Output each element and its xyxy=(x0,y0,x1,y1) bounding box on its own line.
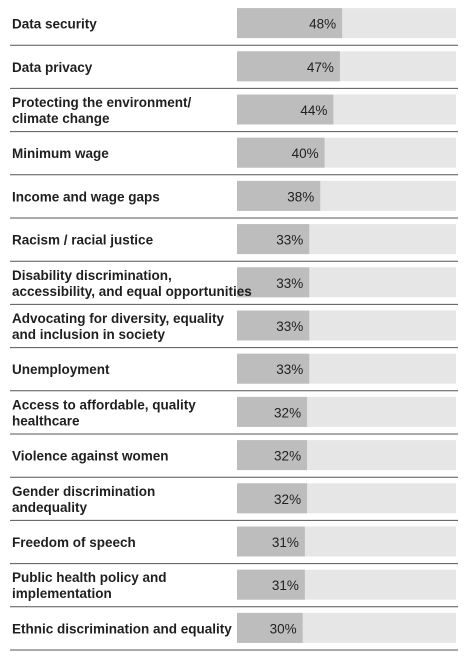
bar-value-label: 33% xyxy=(276,276,303,291)
bar xyxy=(237,440,308,471)
chart-row: 32% Gender discrimination andequality xyxy=(10,483,458,521)
chart-rows: 48% Data security 47% Data privacy 44% Protec… xyxy=(10,8,458,651)
category-label: Public health policy and implementation xyxy=(12,570,167,601)
bar-value-label: 40% xyxy=(292,146,319,161)
bar-value-label: 38% xyxy=(287,189,314,204)
bar xyxy=(237,137,325,168)
bar xyxy=(237,180,321,211)
category-label: Minimum wage xyxy=(12,146,109,161)
category-label-line: andequality xyxy=(12,500,88,515)
bar xyxy=(237,8,343,39)
chart-row: 44% Protecting the environment/climate ch… xyxy=(10,94,458,133)
bar xyxy=(237,51,340,82)
bar-value-label: 47% xyxy=(307,60,334,75)
chart-row: 31% Public health policy and implementatio… xyxy=(10,569,458,608)
category-label-line: Unemployment xyxy=(12,362,110,377)
category-label-line: accessibility, and equal opportunities xyxy=(12,284,252,299)
chart-row: 48% Data security xyxy=(10,8,458,46)
category-label: Income and wage gaps xyxy=(12,189,160,204)
category-label-line: Gender discrimination xyxy=(12,484,155,499)
category-label-line: climate change xyxy=(12,111,110,126)
bar xyxy=(237,94,334,125)
chart-row: 33% Disability discrimination, accessibili… xyxy=(10,267,458,305)
category-label-line: Advocating for diversity, equality xyxy=(12,311,225,326)
category-label-line: Data privacy xyxy=(12,60,93,75)
bar-value-label: 33% xyxy=(276,233,303,248)
chart-row: 33% Advocating for diversity, equality and… xyxy=(10,310,458,349)
chart-row: 38% Income and wage gaps xyxy=(10,180,458,219)
category-label: Protecting the environment/climate chang… xyxy=(12,95,192,126)
category-label: Unemployment xyxy=(12,362,110,377)
category-label: Access to affordable, quality healthcare xyxy=(12,397,196,428)
category-label: Advocating for diversity, equality and in… xyxy=(12,311,225,342)
bar-value-label: 31% xyxy=(272,535,299,550)
category-label-line: Income and wage gaps xyxy=(12,189,160,204)
category-label: Data security xyxy=(12,17,97,32)
chart-row: 33% Unemployment xyxy=(10,353,458,392)
bar xyxy=(237,310,310,341)
category-label: Ethnic discrimination and equality xyxy=(12,621,232,636)
bar-value-label: 31% xyxy=(272,578,299,593)
category-label: Gender discrimination andequality xyxy=(12,484,155,515)
bar-value-label: 32% xyxy=(274,449,301,464)
category-label: Violence against women xyxy=(12,449,169,464)
category-label-line: healthcare xyxy=(12,413,80,428)
category-label-line: Disability discrimination, xyxy=(12,268,172,283)
category-label-line: and inclusion in society xyxy=(12,327,166,342)
bar-value-label: 33% xyxy=(276,319,303,334)
category-label-line: Freedom of speech xyxy=(12,535,136,550)
category-label: Freedom of speech xyxy=(12,535,136,550)
chart-row: 40% Minimum wage xyxy=(10,137,458,176)
chart-row: 33% Racism / racial justice xyxy=(10,224,458,262)
bar xyxy=(237,526,305,557)
bar-value-label: 48% xyxy=(309,17,336,32)
bar xyxy=(237,267,310,298)
bar xyxy=(237,396,308,427)
category-label-line: Data security xyxy=(12,17,97,32)
category-label-line: Racism / racial justice xyxy=(12,233,154,248)
chart-row: 32% Violence against women xyxy=(10,440,458,478)
chart-row: 30% Ethnic discrimination and equality xyxy=(10,612,458,651)
bar xyxy=(237,353,310,384)
bar-value-label: 33% xyxy=(276,362,303,377)
category-label: Data privacy xyxy=(12,60,93,75)
category-label-line: implementation xyxy=(12,586,112,601)
bar-value-label: 44% xyxy=(300,103,327,118)
bar xyxy=(237,224,310,255)
category-label-line: Ethnic discrimination and equality xyxy=(12,621,232,636)
category-label: Disability discrimination, accessibility,… xyxy=(12,268,252,299)
bar-value-label: 30% xyxy=(270,621,297,636)
category-label-line: Minimum wage xyxy=(12,146,109,161)
category-label-line: Violence against women xyxy=(12,449,169,464)
category-label-line: Protecting the environment/ xyxy=(12,95,192,110)
category-label-line: Access to affordable, quality xyxy=(12,397,196,412)
chart-row: 31% Freedom of speech xyxy=(10,526,458,565)
category-label-line: Public health policy and xyxy=(12,570,167,585)
bar xyxy=(237,569,305,600)
bar xyxy=(237,483,308,514)
bar-value-label: 32% xyxy=(274,405,301,420)
bar xyxy=(237,612,303,643)
chart-row: 47% Data privacy xyxy=(10,51,458,89)
chart-row: 32% Access to affordable, quality healthca… xyxy=(10,396,458,435)
bar-value-label: 32% xyxy=(274,492,301,507)
category-label: Racism / racial justice xyxy=(12,233,154,248)
